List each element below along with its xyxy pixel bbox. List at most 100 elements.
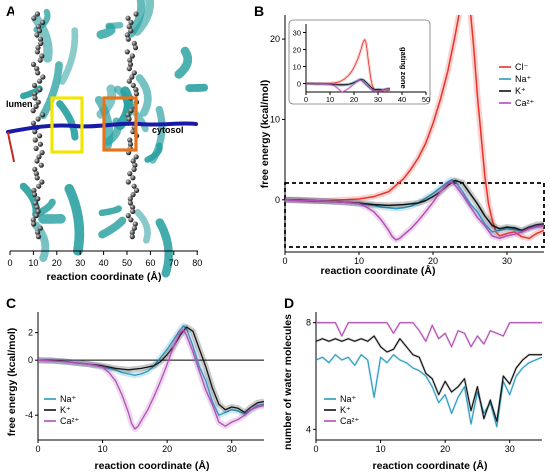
helix [144,142,163,163]
water-molecule [37,36,44,42]
water-molecule [38,40,44,47]
water-molecule [131,166,137,172]
water-molecule [34,175,40,181]
legend-label-ca: Ca²⁺ [60,416,80,426]
x-tick-label: 20 [350,95,358,104]
yellow-box [50,96,84,154]
water-molecule [127,196,133,202]
water-path [6,121,198,134]
y-tick-label: 0 [28,355,33,365]
lumen-label: lumen [6,99,33,109]
panel-a-x-axis: 0 10 20 30 40 50 60 70 80 [7,250,202,268]
water-molecule [36,28,43,34]
water-molecule [131,183,137,189]
water-molecule [37,225,44,231]
water-molecule [40,19,46,25]
water-molecule [32,91,38,97]
water-molecule [35,45,41,51]
water-molecule [30,120,36,126]
x-tick-label: 30 [374,95,382,104]
helix [174,46,193,79]
water-molecule [130,82,136,88]
y-tick-label: 10 [293,63,301,72]
water-molecule [130,129,136,135]
x-tick-label: 20 [440,444,450,454]
water-molecule [132,45,139,51]
water-molecule [126,24,132,30]
panel-a-label: A [6,3,16,19]
gating-zone-box [284,182,545,248]
y-tick-label: 8 [306,318,311,328]
y-tick-label: 0 [275,195,280,205]
water-molecule [127,200,133,206]
water-molecule [35,229,41,235]
series-line-ca [316,322,542,348]
x-tick-label: 20 [428,256,438,266]
water-molecule [127,137,133,143]
x-tick-label: 10 [98,444,108,454]
water-molecule [133,11,139,17]
series-line-k [316,335,542,422]
panel-d-legend: Na⁺K⁺Ca²⁺ [324,394,360,426]
water-molecule [129,234,135,240]
water-molecule [124,32,130,38]
legend-label-na: Na⁺ [340,394,357,404]
panel-b-inset: 0 10 20 30 40 50 0 10 20 30 gating zone [288,19,431,105]
panel-c-legend: Na⁺K⁺Ca²⁺ [44,394,80,426]
panel-d-y-label: number of water molecules [282,314,294,450]
panel-b-legend: Cl⁻ Na⁺ K⁺ Ca²⁺ [499,62,535,108]
helix [132,0,155,36]
legend-label-ca: Ca²⁺ [340,416,360,426]
water-molecule [130,175,136,181]
helix [124,102,149,133]
water-molecule [34,158,40,164]
water-molecule [40,112,46,118]
water-molecule [125,213,131,219]
legend-label-k: K⁺ [515,86,526,96]
panel-a: A lumen cytosol 0 10 20 30 40 50 60 70 80 reacti… [6,0,208,283]
legend-label-k: K⁺ [60,405,71,415]
inset-axes: 0 10 20 30 40 50 0 10 20 30 [293,24,430,104]
water-molecule [36,154,42,160]
y-tick-label: 4 [306,424,311,434]
legend-label-na: Na⁺ [60,394,77,404]
tick-label: 20 [52,258,62,268]
series-line-cl [285,15,545,240]
water-molecule [33,145,39,151]
water-molecule [35,24,42,30]
water-molecule [35,208,41,214]
water-molecule [35,234,42,240]
tick-label: 70 [169,258,179,268]
water-molecule [126,78,132,84]
water-molecule [34,66,40,72]
helix [98,216,127,239]
water-molecule [32,166,38,172]
protein-helices [19,0,208,278]
y-tick-label: 30 [293,29,301,38]
water-molecule [127,141,134,147]
water-molecule [31,187,37,193]
tick-label: 60 [145,258,155,268]
water-molecule [126,66,132,72]
y-tick-label: 2 [28,328,33,338]
panel-c-axes: 0 10 20 30 -4 0 2 [25,312,264,454]
legend-label-k: K⁺ [340,405,351,415]
water-molecule [35,196,41,202]
legend-label-na: Na⁺ [515,74,532,84]
panel-c: C 0 10 20 30 -4 0 2 free energy (kcal/mol) rea… [6,295,264,472]
panel-b-series [285,15,545,243]
water-molecule [127,171,133,177]
water-molecule [31,192,38,198]
panel-b-label: B [254,3,264,19]
water-molecule [37,141,44,147]
water-molecule [129,229,135,235]
water-molecule [131,225,137,231]
water-molecule [128,108,134,114]
water-molecule [125,36,131,42]
gating-zone-label: gating zone [399,47,408,89]
panel-b-x-label: reaction coordinate (Å) [321,264,436,277]
x-tick-label: 10 [376,444,386,454]
panel-d: D 0 10 20 30 4 8 number of water molecules re… [282,295,542,472]
series-line-ca [285,181,545,241]
series-line-ca [38,329,264,430]
